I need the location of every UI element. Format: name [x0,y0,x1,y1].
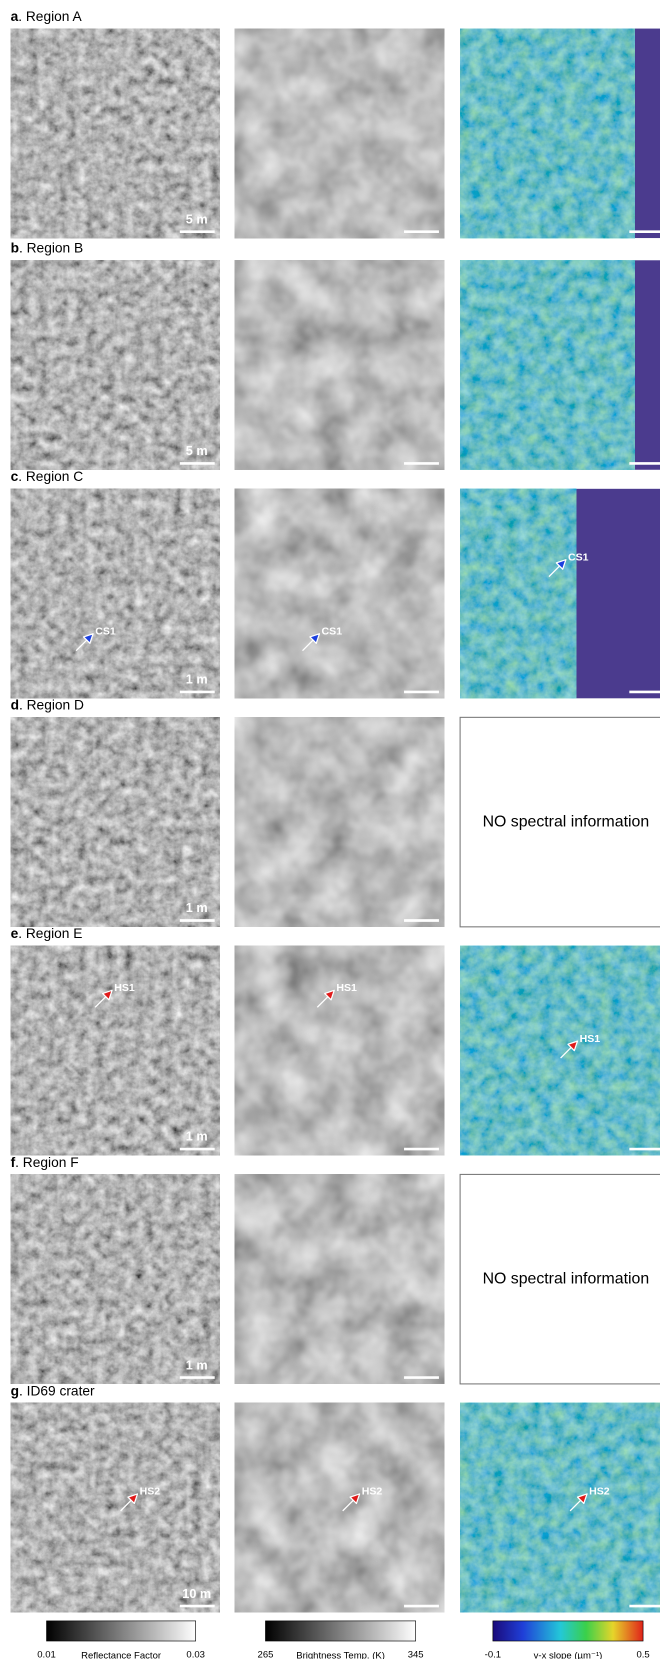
optical-image [11,1403,220,1612]
panel-title: Region E [26,926,83,941]
optical-image [11,946,220,1155]
optical-image [11,29,220,238]
scale-label: 1 m [186,1358,208,1372]
panel-label: a. Region A [11,9,83,24]
scale-label: 5 m [186,212,208,226]
figure: a. Region A 5 m b. Region B 5 m c. Region C 1… [0,0,660,1659]
thermal-image [235,1174,444,1383]
panel-dot: . [15,1154,23,1169]
optical-image [11,717,220,926]
annotation-label: HS2 [362,1486,383,1498]
panel-letter: g [11,1383,19,1398]
annotation-label: HS1 [114,982,135,994]
colorbar-max: 0.5 [636,1649,649,1659]
scale-label: 5 m [186,444,208,458]
colorbar-max: 345 [408,1649,424,1659]
panel-title: Region F [23,1154,79,1169]
scale-label: 1 m [186,673,208,687]
optical-image [11,489,220,698]
panel-label: f. Region F [11,1154,79,1169]
no-spectra-note: NO spectral information [483,813,650,830]
no-spectra-note: NO spectral information [483,1270,650,1287]
panel-label: g. ID69 crater [11,1383,95,1398]
annotation-label: CS1 [568,551,589,563]
colorbar-label: Brightness Temp. (K) [296,1650,385,1659]
spectral-image [460,1403,660,1612]
colorbar-max: 0.03 [186,1649,205,1659]
colorbar-min: -0.1 [485,1649,501,1659]
annotation-label: CS1 [95,625,116,637]
colorbar [47,1621,196,1641]
colorbar [265,1621,415,1641]
scale-label: 1 m [186,901,208,915]
panel-dot: . [18,469,26,484]
thermal-image [235,29,444,238]
spectral-image [460,260,635,469]
panel-title: Region B [27,240,84,255]
annotation-label: HS2 [589,1486,610,1498]
panel-letter: b [11,240,19,255]
panel-dot: . [19,1383,27,1398]
colorbar-label: v-x slope (µm⁻¹) [534,1650,603,1659]
panel-title: Region C [26,469,83,484]
spectral-image [460,489,576,698]
panel-label: c. Region C [11,469,84,484]
annotation-label: HS1 [580,1033,601,1045]
panel-title: Region A [26,9,83,24]
panel-title: Region D [27,697,84,712]
thermal-image [235,489,444,698]
panel-label: d. Region D [11,697,84,712]
annotation-label: HS1 [336,982,357,994]
scale-label: 10 m [182,1587,211,1601]
optical-image [11,1174,220,1383]
panel-dot: . [18,9,26,24]
spectral-image [460,29,635,238]
optical-image [11,260,220,469]
colorbar-min: 265 [258,1649,274,1659]
panel-dot: . [19,697,27,712]
panel-dot: . [18,926,26,941]
panel-letter: d [11,697,19,712]
colorbar-label: Reflectance Factor [81,1650,162,1659]
panel-label: b. Region B [11,240,84,255]
annotation-label: CS1 [322,625,343,637]
colorbar-min: 0.01 [37,1649,56,1659]
scale-label: 1 m [186,1130,208,1144]
spectral-image [460,946,660,1155]
panel-label: e. Region E [11,926,83,941]
annotation-label: HS2 [140,1486,161,1498]
thermal-image [235,946,444,1155]
thermal-image [235,717,444,926]
panel-dot: . [19,240,27,255]
colorbar [493,1621,643,1641]
thermal-image [235,1403,444,1612]
panel-title: ID69 crater [27,1383,95,1398]
thermal-image [235,260,444,469]
